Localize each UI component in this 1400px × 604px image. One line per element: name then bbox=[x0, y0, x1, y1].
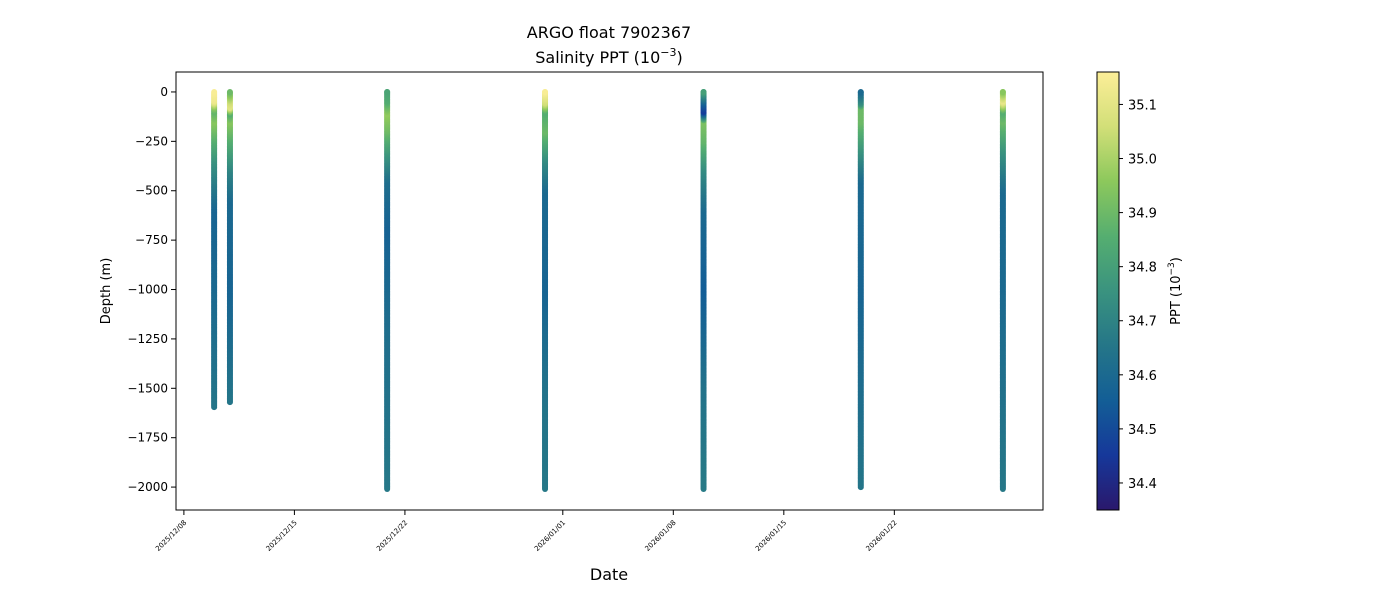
y-tick-label: −1750 bbox=[127, 431, 168, 445]
profile-7 bbox=[999, 88, 1006, 493]
data-point bbox=[999, 88, 1006, 95]
profile-1 bbox=[211, 88, 218, 411]
data-point bbox=[542, 88, 549, 95]
y-tick-label: −2000 bbox=[127, 480, 168, 494]
x-tick-label: 2026/01/01 bbox=[533, 519, 567, 553]
x-tick-label: 2026/01/08 bbox=[644, 519, 678, 553]
profile-6 bbox=[857, 88, 864, 491]
colorbar-tick-label: 35.0 bbox=[1128, 153, 1157, 168]
y-tick-label: −750 bbox=[135, 233, 168, 247]
colorbar-tick-label: 34.5 bbox=[1128, 423, 1157, 438]
subtitle-text: Salinity PPT (10 bbox=[535, 48, 660, 67]
colorbar-tick-label: 34.6 bbox=[1128, 369, 1157, 384]
colorbar-tick-label: 34.8 bbox=[1128, 261, 1157, 276]
colorbar-tick-label: 34.4 bbox=[1128, 477, 1157, 492]
data-point bbox=[384, 88, 391, 95]
x-tick-label: 2026/01/22 bbox=[865, 519, 899, 553]
y-tick-label: −1250 bbox=[127, 332, 168, 346]
x-tick-label: 2025/12/22 bbox=[375, 519, 409, 553]
subtitle-sup: −3 bbox=[660, 46, 676, 59]
x-axis-label: Date bbox=[590, 565, 628, 584]
plot-frame bbox=[175, 71, 1044, 511]
y-axis: 0 −250 −500 −750 −1000 −1250 −1500 −1750 −2000 bbox=[127, 85, 176, 494]
colorbar-label: PPT (10−3) bbox=[1167, 257, 1184, 325]
data-point bbox=[857, 88, 864, 95]
colorbar-tick-label: 34.9 bbox=[1128, 207, 1157, 222]
x-tick-label: 2026/01/15 bbox=[754, 519, 788, 553]
chart-subtitle: Salinity PPT (10−3) bbox=[535, 46, 683, 67]
y-tick-label: −500 bbox=[135, 184, 168, 198]
colorbar-axis: 34.4 34.5 34.6 34.7 34.8 34.9 35.0 35.1 bbox=[1119, 98, 1157, 492]
data-point bbox=[700, 88, 707, 95]
profile-3 bbox=[384, 88, 391, 493]
colorbar-tick-label: 34.7 bbox=[1128, 315, 1157, 330]
profile-5 bbox=[700, 88, 707, 493]
y-tick-label: −250 bbox=[135, 134, 168, 148]
data-points bbox=[211, 88, 1006, 493]
x-axis: 2025/12/08 2025/12/15 2025/12/22 2026/01/01… bbox=[154, 510, 899, 553]
y-tick-label: −1500 bbox=[127, 381, 168, 395]
y-axis-label: Depth (m) bbox=[99, 258, 114, 325]
profile-4 bbox=[542, 88, 549, 493]
data-point bbox=[211, 88, 218, 95]
y-tick-label: −1000 bbox=[127, 283, 168, 297]
y-tick-label: 0 bbox=[160, 85, 168, 99]
colorbar bbox=[1096, 71, 1120, 511]
colorbar-label-end: ) bbox=[1169, 257, 1184, 262]
colorbar-label-text: PPT (10 bbox=[1169, 275, 1184, 324]
colorbar-tick-label: 35.1 bbox=[1128, 98, 1157, 113]
subtitle-end: ) bbox=[677, 48, 683, 67]
x-tick-label: 2025/12/15 bbox=[265, 519, 299, 553]
colorbar-label-sup: −3 bbox=[1167, 262, 1177, 275]
profile-2 bbox=[226, 88, 233, 406]
chart-title: ARGO float 7902367 bbox=[527, 23, 691, 42]
x-tick-label: 2025/12/08 bbox=[154, 519, 188, 553]
data-point bbox=[226, 88, 233, 95]
